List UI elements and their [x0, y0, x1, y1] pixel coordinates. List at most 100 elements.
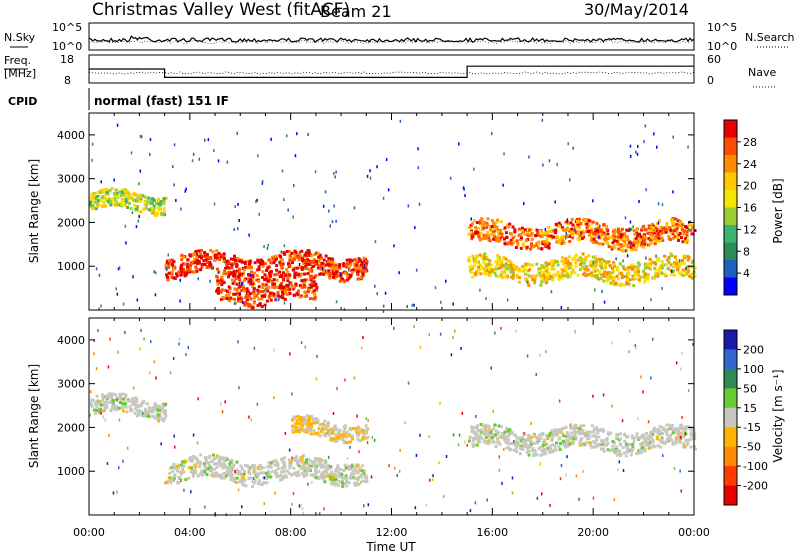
- data-cell: [574, 254, 578, 258]
- data-cell: [657, 237, 661, 241]
- noise-cell: [300, 503, 302, 507]
- data-cell: [634, 266, 638, 270]
- data-cell: [220, 253, 224, 257]
- data-cell: [311, 418, 315, 422]
- data-cell: [177, 480, 181, 484]
- noise-cell: [261, 181, 264, 185]
- data-cell: [263, 303, 267, 307]
- data-cell: [150, 201, 154, 205]
- data-cell: [281, 271, 285, 275]
- data-cell: [294, 283, 298, 287]
- data-cell: [627, 442, 631, 446]
- data-cell: [164, 196, 168, 200]
- data-cell: [356, 437, 360, 441]
- data-cell: [222, 459, 226, 463]
- data-cell: [194, 465, 198, 469]
- noise-cell: [611, 341, 613, 345]
- data-cell: [546, 437, 550, 440]
- data-cell: [361, 272, 365, 276]
- data-cell: [154, 202, 158, 206]
- noise-cell: [153, 360, 156, 364]
- data-cell: [261, 466, 265, 470]
- data-cell: [566, 234, 570, 238]
- data-cell: [309, 473, 313, 477]
- noise-cell: [192, 152, 195, 156]
- noise-cell: [217, 159, 220, 163]
- data-cell: [475, 256, 479, 260]
- data-cell: [515, 273, 519, 277]
- data-cell: [506, 437, 510, 441]
- data-cell: [293, 273, 297, 277]
- noise-cell: [645, 188, 647, 192]
- data-cell: [304, 461, 308, 464]
- data-cell: [663, 254, 667, 258]
- data-cell: [99, 188, 103, 192]
- noise-cell: [122, 302, 125, 306]
- data-cell: [564, 425, 568, 429]
- data-cell: [507, 225, 511, 229]
- data-cell: [296, 471, 300, 475]
- data-cell: [155, 416, 159, 420]
- data-cell: [488, 239, 492, 243]
- data-cell: [242, 268, 246, 272]
- data-cell: [183, 262, 187, 266]
- noise-cell: [284, 431, 287, 435]
- data-cell: [319, 422, 323, 426]
- data-cell: [517, 443, 520, 447]
- data-cell: [579, 424, 583, 428]
- noise-cell: [558, 399, 561, 403]
- data-cell: [555, 260, 559, 264]
- data-cell: [172, 477, 176, 481]
- noise-cell: [633, 344, 636, 347]
- data-cell: [654, 272, 658, 275]
- data-cell: [540, 235, 544, 239]
- data-cell: [528, 233, 532, 237]
- data-cell: [671, 431, 675, 435]
- data-cell: [281, 292, 285, 296]
- data-cell: [566, 274, 570, 277]
- data-cell: [539, 247, 543, 251]
- noise-cell: [376, 165, 378, 169]
- data-cell: [576, 258, 580, 262]
- data-cell: [524, 262, 528, 266]
- data-cell: [501, 264, 505, 268]
- data-cell: [344, 424, 347, 428]
- data-cell: [91, 196, 95, 200]
- data-cell: [332, 439, 335, 443]
- data-cell: [528, 445, 532, 449]
- noise-cell: [536, 496, 539, 500]
- data-cell: [623, 439, 627, 443]
- data-cell: [589, 443, 592, 447]
- data-cell: [168, 466, 172, 470]
- data-cell: [693, 266, 697, 270]
- data-cell: [208, 456, 212, 460]
- data-cell: [170, 465, 174, 469]
- data-cell: [99, 403, 103, 407]
- data-cell: [280, 478, 284, 482]
- data-cell: [478, 221, 482, 225]
- data-cell: [113, 197, 117, 201]
- data-cell: [600, 442, 604, 446]
- data-cell: [252, 481, 256, 485]
- y-tick-label: 4000: [57, 334, 85, 347]
- data-cell: [570, 427, 574, 430]
- data-cell: [333, 483, 337, 487]
- data-cell: [473, 264, 477, 268]
- data-cell: [122, 192, 126, 196]
- data-cell: [656, 272, 660, 276]
- data-cell: [309, 429, 313, 433]
- data-cell: [282, 469, 286, 473]
- data-cell: [584, 441, 588, 445]
- data-cell: [675, 223, 679, 227]
- data-cell: [526, 269, 530, 273]
- data-cell: [626, 244, 630, 248]
- data-cell: [604, 234, 608, 238]
- data-cell: [113, 407, 117, 411]
- data-cell: [532, 442, 536, 446]
- data-cell: [274, 254, 278, 258]
- data-cell: [585, 230, 589, 234]
- data-cell: [305, 278, 309, 282]
- data-cell: [287, 458, 291, 462]
- data-cell: [339, 273, 343, 277]
- data-cell: [118, 201, 122, 205]
